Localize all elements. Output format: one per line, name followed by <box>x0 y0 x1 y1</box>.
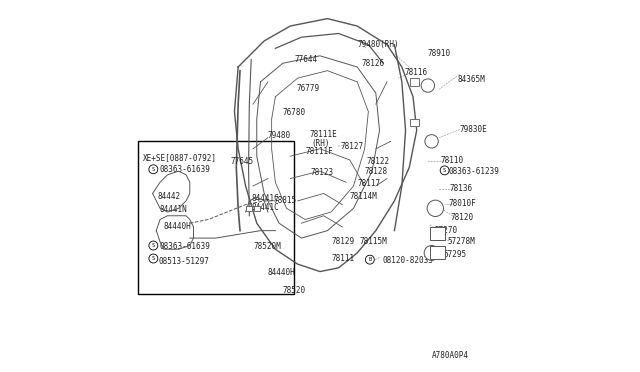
Text: 78115M: 78115M <box>359 237 387 246</box>
Text: 57270: 57270 <box>435 226 458 235</box>
Text: 08513-51297: 08513-51297 <box>158 257 209 266</box>
Text: 77644: 77644 <box>294 55 318 64</box>
Text: S: S <box>152 243 155 248</box>
Text: 84441N: 84441N <box>159 205 187 214</box>
Text: S: S <box>152 256 155 261</box>
Text: 78129: 78129 <box>331 237 355 246</box>
Text: 78815: 78815 <box>273 196 296 205</box>
Text: XE+SE[0887-0792]: XE+SE[0887-0792] <box>143 154 218 163</box>
Circle shape <box>425 135 438 148</box>
Text: 78122: 78122 <box>367 157 390 166</box>
Text: 08120-82033: 08120-82033 <box>383 256 433 265</box>
Circle shape <box>424 246 439 260</box>
Bar <box>246 206 252 211</box>
Text: 78116: 78116 <box>405 68 428 77</box>
Text: 78123: 78123 <box>310 168 334 177</box>
Text: 78520M: 78520M <box>254 242 282 251</box>
Text: 78010F: 78010F <box>449 199 476 208</box>
Text: 78111: 78111 <box>332 254 355 263</box>
Text: 84442: 84442 <box>157 192 180 201</box>
Text: 78520: 78520 <box>283 286 306 295</box>
Circle shape <box>365 255 374 264</box>
Circle shape <box>427 200 444 217</box>
Text: 77645: 77645 <box>231 157 254 166</box>
Text: S: S <box>152 167 155 172</box>
Text: 08363-61639: 08363-61639 <box>159 165 210 174</box>
Text: 78110: 78110 <box>441 156 464 165</box>
Text: 79480(RH): 79480(RH) <box>357 40 399 49</box>
Text: 08363-61639: 08363-61639 <box>159 242 210 251</box>
Text: A780A0P4: A780A0P4 <box>432 351 468 360</box>
Bar <box>410 78 419 86</box>
Bar <box>138 141 294 294</box>
Text: 57278M: 57278M <box>447 237 475 246</box>
Bar <box>410 119 419 126</box>
Text: 84365M: 84365M <box>458 76 485 84</box>
Text: 84441C: 84441C <box>252 203 279 212</box>
Text: 79480: 79480 <box>267 131 291 140</box>
Text: 84440H: 84440H <box>163 222 191 231</box>
Bar <box>254 206 260 211</box>
Text: 78136: 78136 <box>449 185 472 193</box>
Text: 76779: 76779 <box>297 84 320 93</box>
Text: 79830E: 79830E <box>460 125 487 134</box>
Bar <box>429 227 445 240</box>
Bar <box>429 246 445 259</box>
Text: 84441C: 84441C <box>252 194 279 203</box>
Text: 84440H: 84440H <box>268 268 296 277</box>
Text: 78111F: 78111F <box>306 147 333 156</box>
Text: 57295: 57295 <box>444 250 467 259</box>
Circle shape <box>149 254 158 263</box>
Text: 08363-61239: 08363-61239 <box>449 167 499 176</box>
Text: 78117: 78117 <box>357 179 380 188</box>
Circle shape <box>421 79 435 92</box>
Circle shape <box>149 165 158 174</box>
Text: 78120: 78120 <box>451 213 474 222</box>
Text: B: B <box>368 257 372 262</box>
Text: S: S <box>443 168 446 173</box>
Text: 78114M: 78114M <box>349 192 378 201</box>
Text: 78128: 78128 <box>365 167 388 176</box>
Text: 76780: 76780 <box>283 108 306 117</box>
Text: 78126: 78126 <box>362 60 385 68</box>
Circle shape <box>440 166 449 175</box>
Circle shape <box>149 241 158 250</box>
Text: (RH): (RH) <box>312 139 330 148</box>
Text: 78111E: 78111E <box>310 130 338 139</box>
Text: 78127: 78127 <box>340 142 364 151</box>
Text: 78910: 78910 <box>428 49 451 58</box>
